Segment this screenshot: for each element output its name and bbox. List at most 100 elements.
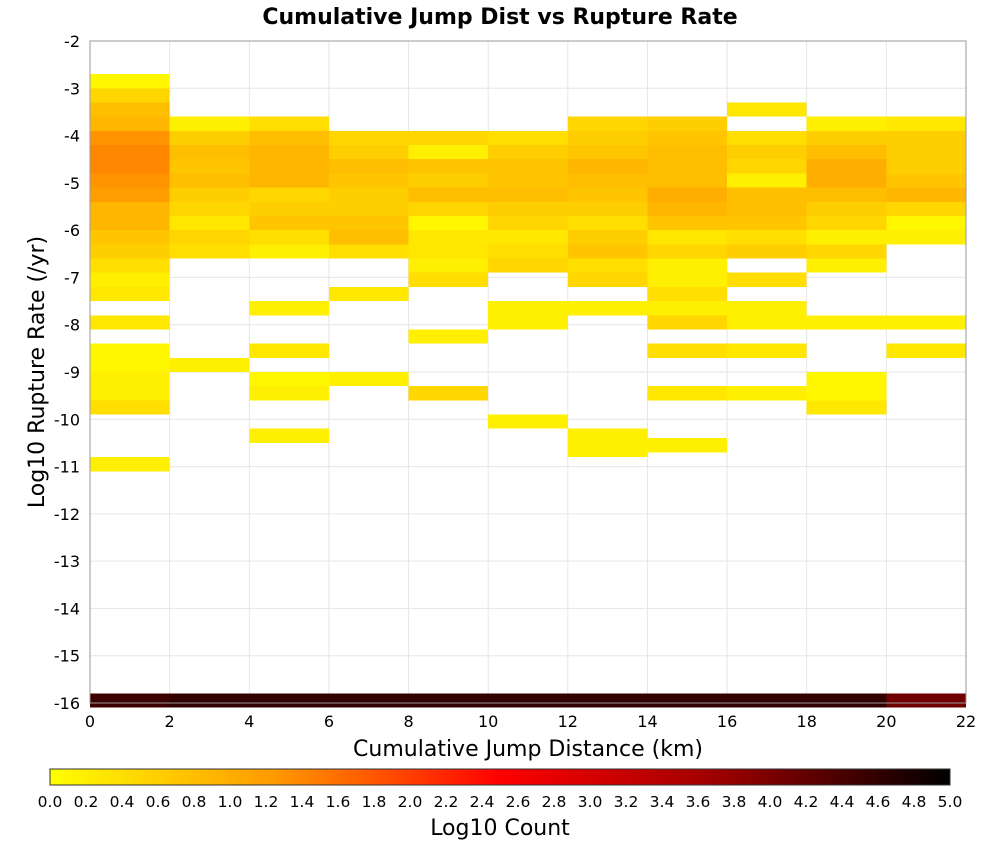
heatmap-cell (727, 215, 807, 231)
heatmap-cell (408, 173, 489, 188)
colorbar-tick-label: 3.6 (686, 793, 711, 811)
colorbar-tick-label: 3.4 (650, 793, 675, 811)
heatmap-cell (90, 357, 170, 372)
heatmap-cell (249, 145, 329, 160)
heatmap-cell (90, 372, 170, 387)
heatmap-cell (727, 102, 807, 117)
colorbar-tick-label: 3.8 (722, 793, 747, 811)
heatmap-cell (647, 301, 728, 316)
heatmap-cell (90, 187, 170, 202)
plot-border (89, 40, 967, 704)
x-tick-label: 16 (717, 712, 737, 731)
heatmap-cell (806, 201, 887, 216)
heatmap-cell (328, 201, 409, 216)
heatmap-cell (886, 145, 966, 160)
heatmap-cell (727, 301, 807, 316)
x-tick-label: 8 (403, 712, 413, 731)
heatmap-cell (647, 386, 728, 401)
heatmap-cell (886, 343, 966, 358)
y-tick-label: -8 (64, 316, 80, 335)
heatmap-cell (90, 215, 170, 231)
heatmap-cell (90, 201, 170, 216)
colorbar-tick-label: 0.0 (38, 793, 63, 811)
heatmap-cell (328, 215, 409, 231)
heatmap-cell (727, 272, 807, 287)
heatmap-cell (727, 230, 807, 245)
heatmap-cell (328, 187, 409, 202)
heatmap-cell (249, 187, 329, 202)
y-tick-label: -3 (64, 79, 80, 98)
colorbar-tick-label: 1.8 (362, 793, 387, 811)
heatmap-cell (408, 258, 489, 273)
y-tick-label: -11 (54, 458, 80, 477)
heatmap-cell (727, 244, 807, 259)
y-tick-label: -6 (64, 221, 80, 240)
heatmap-cell (90, 159, 170, 174)
heatmap-cell (488, 187, 568, 202)
heatmap-cell (886, 130, 966, 146)
heatmap-cell (90, 230, 170, 245)
heatmap-cell (567, 428, 648, 443)
heatmap-cell (727, 187, 807, 202)
heatmap-cell (169, 230, 250, 245)
heatmap-cell (567, 230, 648, 245)
heatmap-cell (328, 286, 409, 302)
heatmap-cell (647, 258, 728, 273)
x-axis-ticks: 0 2 4 6 8 10 12 14 16 18 20 22 (85, 712, 976, 731)
heatmap-cell (806, 386, 887, 401)
heatmap-cell (169, 201, 250, 216)
colorbar-tick-label: 2.2 (434, 793, 459, 811)
heatmap-cells (90, 74, 966, 708)
heatmap-cell (408, 215, 489, 231)
heatmap-cell (249, 230, 329, 245)
heatmap-cell (408, 272, 489, 287)
heatmap-cell (727, 693, 807, 708)
heatmap-cell (408, 159, 489, 174)
heatmap-cell (408, 386, 489, 401)
heatmap-cell (249, 215, 329, 231)
heatmap-cell (169, 173, 250, 188)
heatmap-cell (886, 315, 966, 330)
heatmap-cell (90, 400, 170, 415)
heatmap-cell (90, 286, 170, 302)
heatmap-cell (169, 116, 250, 131)
heatmap-cell (806, 244, 887, 259)
heatmap-cell (408, 145, 489, 160)
heatmap-cell (249, 173, 329, 188)
colorbar (49, 768, 951, 786)
heatmap-cell (249, 343, 329, 358)
chart-title: Cumulative Jump Dist vs Rupture Rate (262, 5, 737, 30)
heatmap-cell (249, 372, 329, 387)
heatmap-cell (90, 315, 170, 330)
heatmap-cell (488, 215, 568, 231)
x-tick-label: 12 (558, 712, 578, 731)
heatmap-cell (727, 201, 807, 216)
x-tick-label: 2 (165, 712, 175, 731)
heatmap-cell (408, 201, 489, 216)
x-tick-label: 0 (85, 712, 95, 731)
heatmap-cell (806, 116, 887, 131)
x-tick-label: 20 (876, 712, 896, 731)
heatmap-cell (806, 400, 887, 415)
heatmap-cell (727, 343, 807, 358)
y-axis-label: Log10 Rupture Rate (/yr) (25, 236, 50, 508)
heatmap-cell (90, 102, 170, 117)
heatmap-cell (90, 116, 170, 131)
heatmap-cell (647, 343, 728, 358)
colorbar-tick-label: 3.0 (578, 793, 603, 811)
heatmap-cell (727, 159, 807, 174)
y-tick-label: -7 (64, 268, 80, 287)
heatmap-cell (328, 372, 409, 387)
heatmap-cell (90, 258, 170, 273)
heatmap-cell (169, 159, 250, 174)
heatmap-cell (488, 301, 568, 316)
heatmap-cell (567, 159, 648, 174)
heatmap-cell (249, 386, 329, 401)
heatmap-cell (806, 230, 887, 245)
heatmap-cell (90, 693, 170, 708)
heatmap-cell (249, 428, 329, 443)
heatmap-cell (886, 201, 966, 216)
colorbar-tick-label: 2.6 (506, 793, 531, 811)
y-tick-label: -12 (54, 505, 80, 524)
